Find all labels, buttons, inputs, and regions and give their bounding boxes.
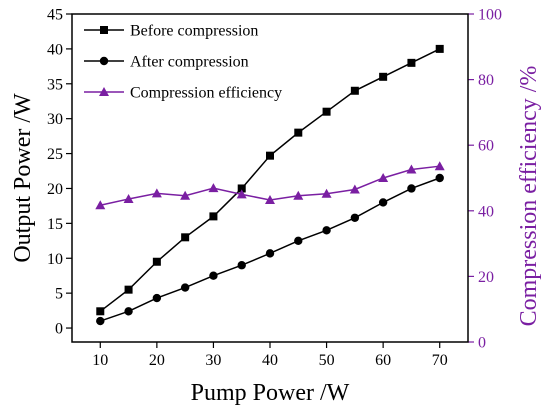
y-tick-label: 15 xyxy=(47,216,63,233)
x-tick-label: 70 xyxy=(432,352,448,369)
data-point xyxy=(351,87,359,95)
data-point xyxy=(124,307,132,315)
x-tick-label: 40 xyxy=(262,352,278,369)
y-tick-label: 20 xyxy=(47,181,63,198)
y2-axis-title: Compression efficiency /% xyxy=(516,66,542,327)
data-point xyxy=(152,188,162,197)
y2-tick-label: 80 xyxy=(478,72,494,89)
data-point xyxy=(407,184,415,192)
data-point xyxy=(96,317,104,325)
legend-item: After compression xyxy=(84,54,249,71)
legend-label: Compression efficiency xyxy=(130,85,282,102)
data-point xyxy=(238,261,246,269)
x-tick-label: 30 xyxy=(205,352,221,369)
data-point xyxy=(266,249,274,257)
data-point xyxy=(208,183,218,192)
y2-tick-label: 100 xyxy=(478,7,502,24)
data-point xyxy=(407,59,415,67)
data-point xyxy=(209,212,217,220)
data-point xyxy=(209,272,217,280)
data-point xyxy=(294,129,302,137)
data-point xyxy=(436,174,444,182)
data-point xyxy=(153,294,161,302)
legend-item: Before compression xyxy=(84,23,258,40)
y-tick-label: 40 xyxy=(47,41,63,58)
x-tick-label: 60 xyxy=(375,352,391,369)
legend-item: Compression efficiency xyxy=(84,85,282,102)
data-point xyxy=(436,45,444,53)
y-tick-label: 25 xyxy=(47,146,63,163)
legend-layer: Before compression After compression Compr… xyxy=(84,23,282,102)
legend-label: Before compression xyxy=(130,23,258,40)
y-tick-label: 45 xyxy=(47,7,63,24)
legend-marker xyxy=(100,26,108,34)
y-tick-label: 10 xyxy=(47,251,63,268)
y-tick-label: 35 xyxy=(47,76,63,93)
y-tick-label: 30 xyxy=(47,111,63,128)
x-tick-label: 50 xyxy=(319,352,335,369)
data-point xyxy=(379,73,387,81)
y2-tick-label: 20 xyxy=(478,269,494,286)
series-triangle xyxy=(95,161,444,209)
data-point xyxy=(125,286,133,294)
y-tick-label: 5 xyxy=(55,286,63,303)
data-point xyxy=(153,258,161,266)
data-point xyxy=(435,161,445,170)
x-axis-title: Pump Power /W xyxy=(191,380,350,406)
y2-tick-label: 40 xyxy=(478,203,494,220)
data-point xyxy=(181,233,189,241)
legend-label: After compression xyxy=(130,54,249,71)
x-tick-label: 20 xyxy=(149,352,165,369)
data-point xyxy=(181,283,189,291)
data-point xyxy=(323,108,331,116)
data-point xyxy=(322,226,330,234)
y-tick-label: 0 xyxy=(55,321,63,338)
y2-tick-label: 0 xyxy=(478,335,486,352)
data-point xyxy=(294,237,302,245)
y-axis-title: Output Power /W xyxy=(10,93,36,263)
x-tick-label: 10 xyxy=(92,352,108,369)
data-point xyxy=(379,198,387,206)
y2-tick-label: 60 xyxy=(478,138,494,155)
data-point xyxy=(350,184,360,193)
data-point xyxy=(96,307,104,315)
data-point xyxy=(351,214,359,222)
data-point xyxy=(266,152,274,160)
legend-marker xyxy=(100,57,108,65)
